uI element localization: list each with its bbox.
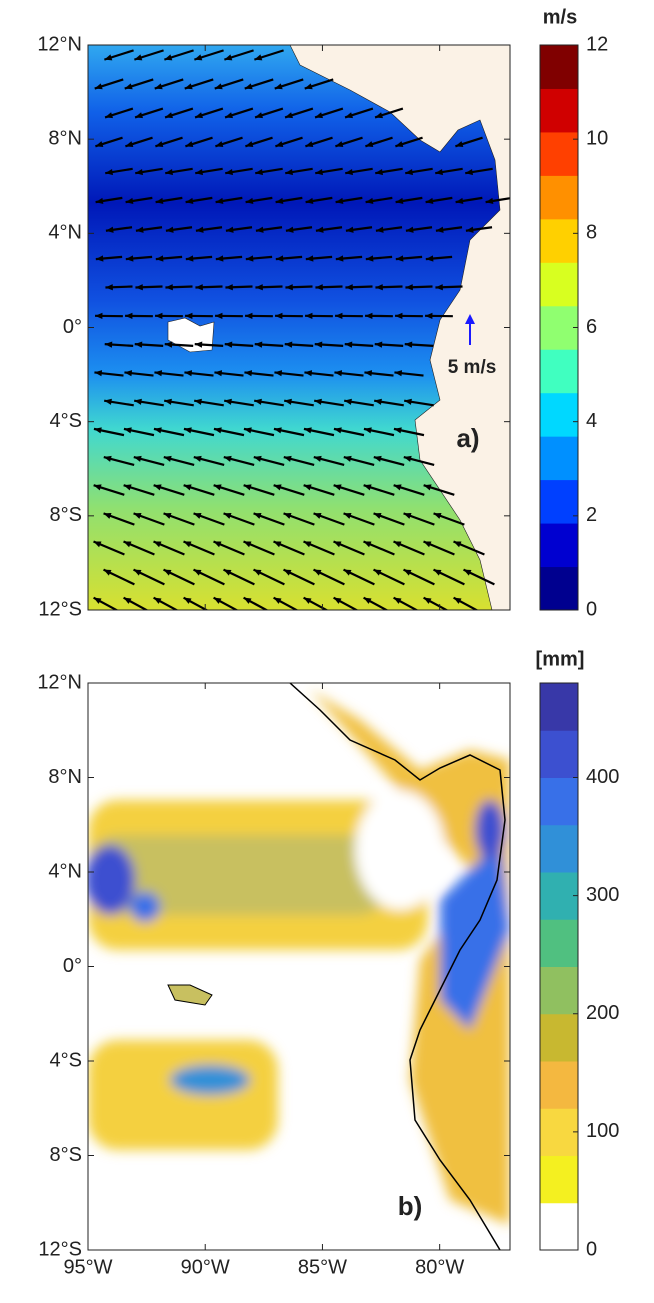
colorbar-tick-label: 10 — [586, 127, 608, 149]
colorbar-tick-label: 2 — [586, 504, 597, 526]
y-tick-label: 4°S — [50, 1049, 82, 1071]
colorbar-band — [540, 1108, 578, 1156]
y-tick-label: 4°N — [48, 860, 82, 882]
colorbar-band — [540, 349, 578, 393]
colorbar-band — [540, 1156, 578, 1204]
colorbar-band — [540, 480, 578, 524]
x-tick-label: 85°W — [298, 1256, 347, 1278]
colorbar-band — [540, 872, 578, 920]
colorbar-band — [540, 683, 578, 731]
y-tick-label: 8°N — [48, 766, 82, 788]
colorbar-band — [540, 523, 578, 567]
colorbar-band — [540, 919, 578, 967]
colorbar-tick-label: 100 — [586, 1120, 619, 1142]
colorbar-band — [540, 730, 578, 778]
y-tick-label: 12°N — [37, 671, 82, 693]
colorbar-tick-label: 6 — [586, 316, 597, 338]
colorbar-band — [540, 175, 578, 219]
colorbar-tick-label: 0 — [586, 598, 597, 620]
colorbar-tick-label: 300 — [586, 884, 619, 906]
y-tick-label: 0° — [63, 955, 82, 977]
colorbar-tick-label: 400 — [586, 766, 619, 788]
panel-label: b) — [398, 1191, 423, 1221]
colorbar-tick-label: 12 — [586, 33, 608, 55]
colorbar-band — [540, 219, 578, 263]
wind-field — [88, 30, 530, 614]
y-tick-label: 8°S — [50, 504, 82, 526]
x-tick-label: 95°W — [63, 1256, 112, 1278]
colorbar-band — [540, 436, 578, 480]
colorbar-band — [540, 1061, 578, 1109]
colorbar-band — [540, 567, 578, 611]
colorbar-tick-label: 8 — [586, 222, 597, 244]
x-tick-label: 90°W — [181, 1256, 230, 1278]
y-tick-label: 12°N — [37, 33, 82, 55]
colorbar-band — [540, 88, 578, 132]
colorbar-tick-label: 4 — [586, 410, 597, 432]
y-tick-label: 0° — [63, 316, 82, 338]
y-tick-label: 4°N — [48, 222, 82, 244]
y-tick-label: 8°N — [48, 127, 82, 149]
x-tick-label: 80°W — [415, 1256, 464, 1278]
annotation: 5 m/s — [448, 357, 497, 378]
colorbar-band — [540, 1014, 578, 1062]
colorbar-title: [mm] — [536, 648, 585, 670]
colorbar-band — [540, 262, 578, 306]
colorbar-band — [540, 1203, 578, 1251]
y-tick-label: 4°S — [50, 410, 82, 432]
colorbar-band — [540, 45, 578, 89]
colorbar-band — [540, 778, 578, 826]
colorbar-band — [540, 967, 578, 1015]
colorbar-tick-label: 200 — [586, 1002, 619, 1024]
colorbar-title: m/s — [543, 6, 577, 28]
y-tick-label: 12°S — [38, 598, 82, 620]
colorbar-tick-label: 0 — [586, 1238, 597, 1260]
colorbar-band — [540, 825, 578, 873]
y-tick-label: 8°S — [50, 1144, 82, 1166]
panel-label: a) — [456, 423, 479, 453]
colorbar-band — [540, 306, 578, 350]
colorbar-band — [540, 132, 578, 176]
colorbar-band — [540, 393, 578, 437]
rain-field — [85, 683, 510, 1250]
